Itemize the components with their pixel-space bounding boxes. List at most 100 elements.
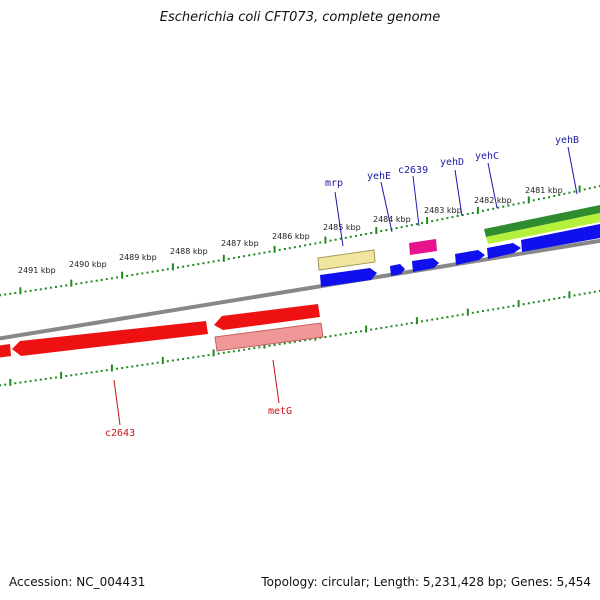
minor-tick (95, 370, 98, 373)
minor-tick (293, 246, 296, 249)
minor-tick (283, 248, 286, 250)
major-tick (527, 196, 530, 204)
minor-tick (39, 288, 42, 291)
minor-tick (197, 263, 200, 266)
minor-tick (141, 272, 144, 275)
minor-tick (182, 265, 185, 268)
minor-tick (95, 279, 98, 282)
minor-tick (222, 351, 225, 354)
minor-tick (227, 351, 230, 353)
minor-tick (24, 380, 27, 383)
minor-tick (482, 310, 484, 313)
minor-tick (75, 373, 78, 376)
minor-tick (34, 289, 37, 291)
minor-tick (456, 314, 459, 317)
minor-tick (80, 282, 83, 285)
minor-tick (410, 322, 413, 324)
leader-line-metG (272, 359, 280, 404)
minor-tick (543, 197, 545, 200)
minor-tick (85, 372, 88, 375)
minor-tick (192, 356, 195, 359)
minor-tick (319, 241, 322, 244)
minor-tick (400, 226, 403, 229)
minor-tick (507, 204, 510, 207)
major-tick (70, 279, 73, 287)
minor-tick (60, 285, 63, 288)
cds-c2643 (12, 321, 208, 356)
minor-tick (512, 203, 515, 206)
minor-tick (568, 191, 571, 194)
minor-tick (136, 364, 139, 367)
major-tick (365, 325, 368, 333)
minor-tick (446, 316, 449, 319)
minor-tick (232, 257, 235, 259)
minor-tick (461, 214, 464, 216)
kbp-label: 2488 kbp (170, 247, 208, 256)
leader-line-yehD (454, 169, 463, 217)
minor-tick (187, 264, 190, 267)
major-tick (476, 206, 479, 214)
gene-label-metG: metG (268, 406, 292, 417)
minor-tick (441, 316, 444, 319)
minor-tick (553, 195, 556, 197)
minor-tick (278, 248, 281, 251)
genome-backbone (0, 238, 600, 341)
minor-tick (543, 299, 545, 302)
minor-tick (344, 332, 347, 335)
minor-tick (278, 343, 281, 346)
minor-tick (70, 374, 73, 377)
leader-line-mrp (334, 191, 344, 247)
minor-tick (512, 304, 515, 307)
minor-tick (548, 298, 551, 301)
minor-tick (29, 289, 32, 292)
minor-tick (370, 328, 373, 331)
minor-tick (492, 207, 495, 210)
minor-tick (283, 342, 286, 345)
minor-tick (370, 232, 373, 234)
major-tick (273, 245, 276, 253)
minor-tick (192, 264, 195, 266)
minor-tick (100, 278, 103, 281)
minor-tick (136, 273, 139, 276)
minor-tick (227, 257, 230, 260)
minor-tick (253, 253, 256, 256)
cds-yehB (521, 224, 600, 252)
minor-tick (466, 213, 469, 215)
cds-yehC (487, 243, 521, 259)
minor-tick (217, 259, 220, 262)
minor-tick (14, 292, 17, 294)
minor-tick (288, 341, 291, 344)
minor-tick (55, 376, 57, 379)
feature-tan (317, 249, 376, 271)
minor-tick (431, 220, 434, 223)
major-tick (222, 254, 225, 262)
minor-tick (131, 274, 134, 276)
minor-tick (24, 290, 27, 293)
minor-tick (299, 340, 301, 342)
minor-tick (451, 216, 454, 219)
major-tick (19, 287, 22, 295)
minor-tick (55, 286, 57, 288)
minor-tick (110, 277, 113, 280)
minor-tick (0, 384, 2, 387)
minor-tick (105, 278, 108, 281)
feature-band-lime (486, 213, 600, 244)
minor-tick (258, 252, 261, 255)
minor-tick (517, 202, 520, 205)
major-tick (60, 371, 63, 379)
minor-tick (263, 251, 266, 254)
minor-tick (497, 206, 500, 209)
minor-tick (578, 293, 581, 296)
leader-line-c2643 (113, 379, 121, 426)
minor-tick (573, 190, 576, 193)
gene-label-mrp: mrp (325, 178, 343, 189)
minor-tick (85, 281, 88, 284)
minor-tick (14, 382, 17, 385)
minor-tick (405, 225, 408, 228)
minor-tick (344, 236, 347, 239)
minor-tick (563, 296, 566, 299)
genome-summary-text: Topology: circular; Length: 5,231,428 bp… (261, 575, 591, 589)
major-tick (121, 271, 124, 279)
